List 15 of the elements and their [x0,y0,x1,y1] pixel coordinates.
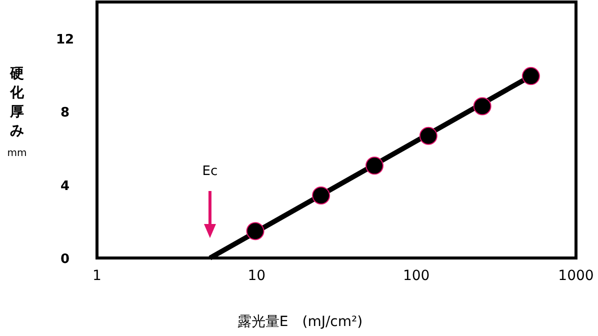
y-tick-label: 4 [60,178,70,194]
x-tick-label: 1 [92,268,102,284]
y-tick-label: 0 [60,252,70,267]
point [473,97,492,116]
y-axis-title: 硬化厚み mm [7,66,27,159]
point [419,126,438,145]
x-tick-label: 10 [248,268,266,284]
annotation: Ec [202,164,218,179]
y-tick-label: 8 [60,106,70,121]
x-axis-title: 露光量E (mJ/cm²) [237,314,363,330]
point [366,156,384,175]
point [312,186,330,204]
y-tick-label: 12 [56,32,74,48]
x-tick-label: 1000 [558,268,594,284]
x-tick-label: 100 [402,268,430,284]
